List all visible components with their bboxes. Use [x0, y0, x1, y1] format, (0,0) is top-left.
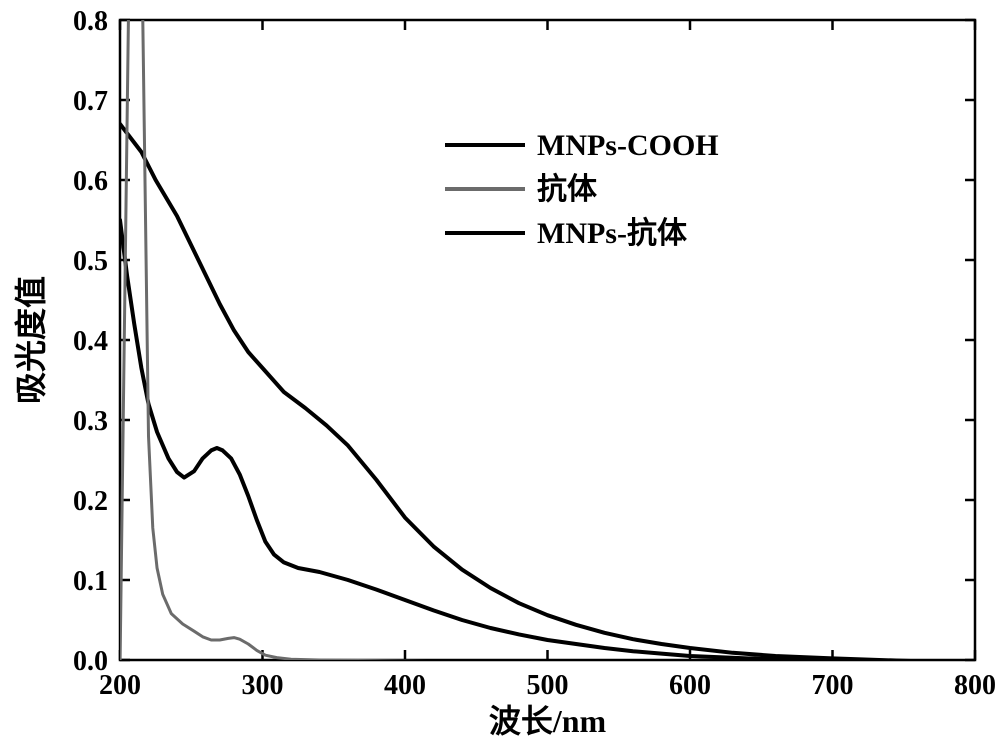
uv-vis-absorption-chart: 2003004005006007008000.00.10.20.30.40.50… [0, 0, 1000, 749]
y-tick-label: 0.0 [73, 646, 108, 677]
x-tick-label: 300 [242, 670, 284, 701]
y-tick-label: 0.3 [73, 406, 108, 437]
y-tick-label: 0.8 [73, 6, 108, 37]
legend-label: 抗体 [537, 172, 598, 206]
y-tick-label: 0.1 [73, 566, 108, 597]
plot-frame [120, 20, 975, 660]
y-tick-label: 0.6 [73, 166, 108, 197]
x-tick-label: 700 [812, 670, 854, 701]
series-line-2 [120, 0, 975, 668]
y-tick-label: 0.4 [73, 326, 108, 357]
legend-label: MNPs-抗体 [537, 216, 688, 250]
legend-label: MNPs-COOH [537, 129, 719, 162]
y-tick-label: 0.7 [73, 86, 108, 117]
x-tick-label: 500 [527, 670, 569, 701]
x-axis-title: 波长/nm [489, 703, 607, 739]
x-tick-label: 800 [954, 670, 996, 701]
series-line-1 [120, 220, 975, 664]
chart-wrapper: 2003004005006007008000.00.10.20.30.40.50… [0, 0, 1000, 749]
y-axis-title: 吸光度值 [13, 276, 49, 404]
y-tick-label: 0.2 [73, 486, 108, 517]
x-tick-label: 600 [669, 670, 711, 701]
y-tick-label: 0.5 [73, 246, 108, 277]
x-tick-label: 400 [384, 670, 426, 701]
